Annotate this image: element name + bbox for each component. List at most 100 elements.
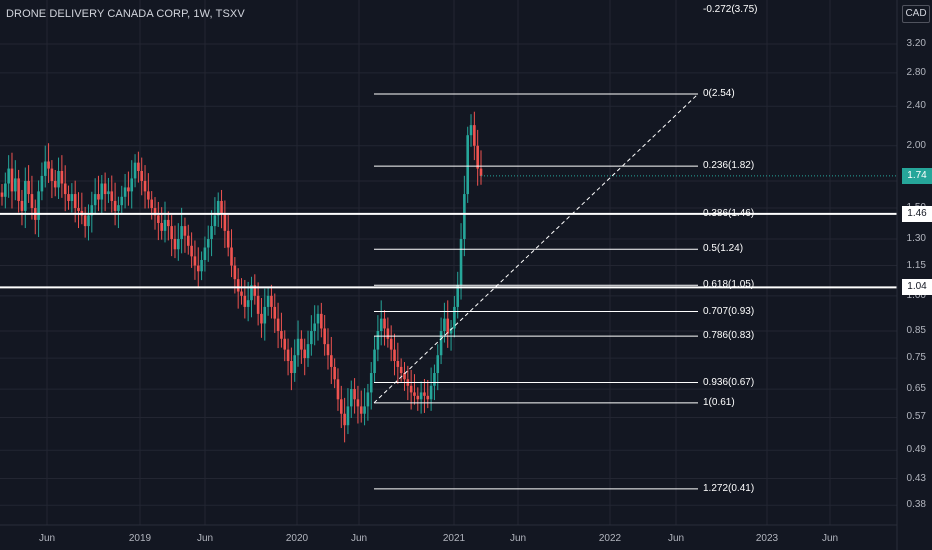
candle-body	[443, 318, 446, 331]
candle-body	[389, 338, 393, 350]
candle-body	[253, 285, 257, 296]
candle-body	[323, 328, 326, 345]
candle-body	[403, 373, 406, 380]
horizontal-lines	[0, 175, 897, 289]
candle-body	[83, 215, 87, 227]
candle-body	[23, 180, 27, 211]
candle-body	[290, 360, 293, 374]
candle-body	[176, 239, 180, 250]
candle-body	[466, 135, 469, 195]
y-tick-label: 2.40	[906, 100, 926, 112]
candle-body	[160, 222, 163, 231]
candle-body	[373, 349, 376, 374]
candle-body	[180, 226, 183, 240]
candle-body	[40, 175, 44, 192]
y-tick-label: 0.43	[906, 472, 926, 484]
candle-body	[30, 194, 34, 209]
candle-body	[349, 389, 353, 407]
x-tick-label: Jun	[38, 533, 56, 544]
candle-body	[110, 191, 114, 201]
y-tick-label: 3.20	[906, 38, 926, 50]
candle-body	[67, 194, 70, 201]
x-tick-label: 2020	[285, 533, 309, 544]
currency-button[interactable]: CAD	[902, 5, 930, 23]
candle-body	[393, 349, 396, 361]
candle-body	[446, 318, 450, 334]
fib-level-label: -0.272(3.75)	[703, 3, 758, 15]
candle-body	[0, 192, 4, 197]
candle-body	[60, 170, 64, 184]
candle-body	[429, 385, 433, 400]
candle-body	[369, 373, 373, 393]
candle-body	[107, 191, 110, 195]
candle-body	[270, 295, 273, 307]
candle-body	[196, 265, 200, 272]
candle-body	[469, 125, 473, 136]
candle-body	[97, 194, 100, 200]
price-label: 1.04	[902, 279, 932, 296]
candle-body	[366, 392, 370, 407]
y-tick-label: 0.75	[906, 352, 926, 364]
candle-body	[386, 328, 390, 339]
candle-body	[413, 392, 416, 396]
candle-body	[37, 191, 40, 220]
candle-body	[379, 318, 383, 331]
candle-body	[346, 406, 350, 426]
candle-body	[163, 219, 167, 231]
candle-body	[167, 219, 170, 227]
fib-trend-line	[373, 93, 699, 404]
y-tick-label: 1.30	[906, 233, 926, 245]
candle-body	[459, 239, 463, 286]
candle-body	[223, 213, 227, 231]
candle-body	[4, 183, 7, 197]
candle-body	[320, 313, 323, 329]
candle-body	[330, 355, 333, 367]
candle-body	[213, 215, 217, 227]
candle-body	[27, 180, 30, 195]
candle-body	[193, 256, 197, 266]
candle-body	[43, 161, 47, 176]
fib-level-label: 0.707(0.93)	[703, 305, 755, 317]
candle-body	[363, 406, 366, 414]
candle-body	[113, 200, 117, 211]
candle-body	[150, 199, 153, 209]
candle-body	[383, 318, 386, 329]
fib-level-label: 1.272(0.41)	[703, 482, 755, 494]
candle-body	[276, 318, 280, 331]
candle-body	[463, 194, 466, 240]
x-tick-label: Jun	[350, 533, 368, 544]
candle-body	[147, 191, 150, 200]
candle-body	[296, 338, 300, 356]
candle-body	[339, 399, 343, 414]
candle-body	[14, 178, 17, 192]
candle-body	[186, 235, 190, 246]
candle-body	[240, 291, 243, 296]
candle-body	[266, 295, 270, 307]
x-tick-label: Jun	[196, 533, 214, 544]
candle-body	[280, 330, 283, 339]
candle-body	[220, 200, 223, 214]
candle-body	[127, 187, 130, 192]
candle-body	[426, 395, 430, 400]
candle-body	[87, 215, 90, 227]
candle-body	[273, 306, 277, 319]
candle-body	[246, 300, 250, 307]
candle-body	[286, 349, 290, 361]
candle-body	[256, 295, 260, 314]
candle-body	[343, 413, 346, 426]
x-tick-label: Jun	[821, 533, 839, 544]
candle-body	[313, 323, 316, 331]
candle-body	[206, 239, 210, 248]
candle-body	[47, 161, 50, 169]
candle-body	[456, 285, 460, 307]
candle-body	[356, 399, 360, 407]
candle-body	[476, 145, 479, 169]
candle-body	[310, 330, 313, 345]
y-tick-label: 0.57	[906, 411, 926, 423]
candle-body	[140, 170, 144, 181]
candle-body	[203, 247, 207, 260]
candle-body	[100, 183, 104, 200]
candle-body	[230, 247, 233, 266]
y-tick-label: 2.80	[906, 66, 926, 78]
